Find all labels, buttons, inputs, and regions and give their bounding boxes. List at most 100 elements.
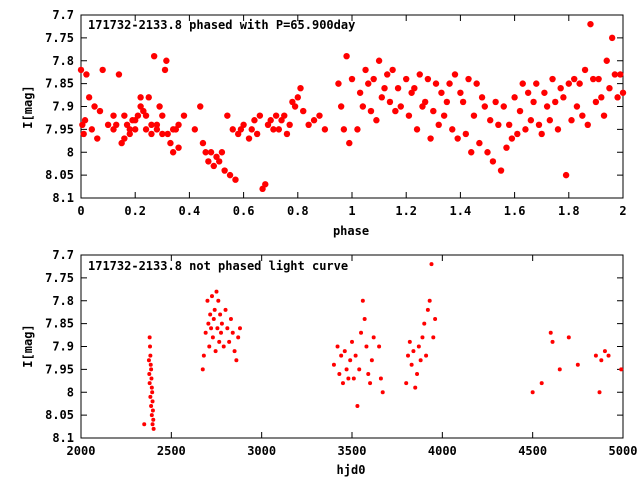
- data-point: [335, 344, 340, 349]
- data-point: [237, 326, 242, 331]
- data-point: [369, 358, 374, 363]
- data-point: [217, 339, 222, 344]
- data-point: [104, 121, 112, 128]
- data-point: [110, 112, 117, 119]
- data-point: [530, 98, 537, 106]
- data-point: [169, 126, 177, 133]
- data-point: [191, 126, 199, 133]
- data-point: [599, 358, 604, 363]
- data-point: [142, 126, 150, 133]
- data-point: [416, 71, 423, 78]
- data-point: [207, 344, 212, 349]
- data-point: [219, 330, 224, 335]
- data-point: [575, 362, 580, 367]
- data-point: [207, 149, 215, 156]
- data-point: [206, 321, 211, 326]
- data-point: [362, 66, 369, 74]
- unphased-x-axis-label: hjd0: [337, 463, 366, 477]
- phased-x-tick-label: 1.6: [504, 204, 526, 218]
- data-point: [148, 121, 155, 128]
- data-point: [137, 94, 144, 101]
- data-point: [115, 71, 123, 78]
- unphased-y-tick-label: 7.95: [45, 362, 74, 376]
- data-point: [121, 135, 128, 142]
- data-point: [337, 103, 345, 110]
- data-point: [403, 75, 410, 83]
- data-point: [411, 349, 416, 354]
- data-point: [519, 80, 526, 87]
- data-point: [370, 75, 377, 83]
- data-point: [593, 353, 598, 358]
- data-point: [348, 358, 353, 363]
- data-point: [600, 112, 608, 119]
- data-point: [150, 408, 155, 413]
- data-point: [169, 149, 177, 156]
- data-point: [202, 149, 209, 156]
- data-point: [221, 167, 228, 174]
- data-point: [454, 135, 461, 142]
- data-point: [149, 367, 154, 372]
- data-point: [365, 80, 372, 87]
- data-point: [96, 107, 104, 115]
- data-point: [535, 121, 543, 128]
- data-point: [427, 135, 434, 142]
- data-point: [538, 130, 545, 138]
- data-point: [126, 130, 133, 138]
- data-point: [300, 107, 307, 115]
- data-point: [121, 112, 128, 119]
- phased-x-tick-label: 1.4: [450, 204, 472, 218]
- data-point: [343, 52, 350, 60]
- unphased-x-tick-label: 3500: [338, 444, 367, 458]
- data-point: [465, 75, 472, 83]
- data-point: [151, 426, 156, 431]
- data-point: [489, 158, 497, 165]
- data-point: [272, 112, 280, 119]
- data-point: [405, 112, 413, 119]
- data-point: [492, 98, 499, 106]
- data-point: [416, 344, 421, 349]
- data-point: [91, 103, 98, 110]
- data-point: [175, 121, 182, 128]
- data-point: [161, 66, 169, 74]
- data-point: [346, 139, 353, 147]
- data-point: [606, 353, 611, 358]
- data-point: [229, 126, 236, 133]
- data-point: [340, 381, 345, 386]
- data-point: [440, 112, 448, 119]
- data-point: [548, 330, 553, 335]
- phased-x-tick-label: 0: [77, 204, 84, 218]
- data-point: [380, 390, 385, 395]
- unphased-y-axis-label: I[mag]: [21, 324, 35, 367]
- phased-x-tick-label: 0.8: [287, 204, 309, 218]
- data-point: [543, 103, 551, 110]
- phased-x-tick-label: 1: [348, 204, 355, 218]
- data-point: [514, 130, 521, 138]
- data-point: [147, 371, 152, 376]
- data-point: [201, 353, 206, 358]
- data-point: [397, 103, 404, 110]
- data-point: [539, 381, 544, 386]
- data-point: [216, 158, 223, 165]
- data-point: [337, 371, 342, 376]
- data-point: [608, 34, 616, 42]
- unphased-x-tick-label: 4000: [428, 444, 457, 458]
- data-point: [429, 262, 434, 267]
- data-point: [549, 75, 556, 83]
- data-point: [595, 75, 602, 83]
- data-point: [215, 326, 220, 331]
- data-point: [339, 353, 344, 358]
- phased-x-tick-label: 1.2: [395, 204, 417, 218]
- data-point: [433, 317, 438, 322]
- data-point: [611, 71, 619, 78]
- data-point: [378, 376, 383, 381]
- data-point: [110, 126, 117, 133]
- phased-x-tick-label: 2: [619, 204, 626, 218]
- data-point: [392, 107, 399, 115]
- data-point: [148, 394, 153, 399]
- data-point: [386, 98, 394, 106]
- data-point: [487, 117, 494, 124]
- data-point: [597, 390, 602, 395]
- data-point: [484, 149, 491, 156]
- phased-y-tick-label: 8.05: [45, 168, 74, 182]
- data-point: [85, 94, 93, 101]
